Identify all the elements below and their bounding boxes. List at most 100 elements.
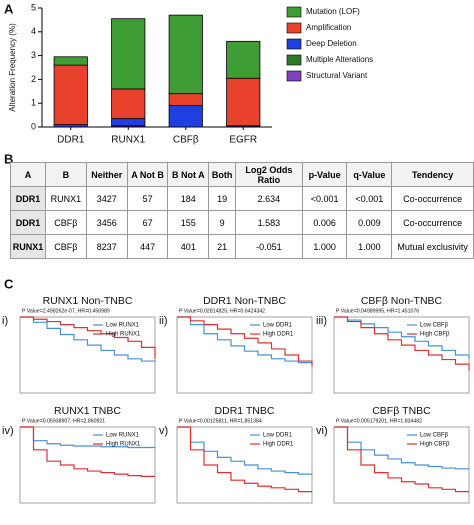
survival-curve xyxy=(334,426,469,493)
bar-segment xyxy=(226,77,261,127)
table-cell: RUNX1 xyxy=(44,186,87,211)
legend-swatch xyxy=(286,54,302,66)
legend-label: Low RUNX1 xyxy=(106,323,140,329)
legend-label: Low CBFβ xyxy=(420,433,449,439)
legend-label: Mutation (LOF) xyxy=(306,7,360,16)
table-cell: B Not A xyxy=(167,162,210,187)
plot-title: DDR1 Non-TNBC xyxy=(203,295,286,307)
plot-frame xyxy=(176,316,313,394)
table-cell: 1.000 xyxy=(301,234,348,259)
table-cell: 155 xyxy=(167,210,210,235)
y-tick-label: 5 xyxy=(31,2,36,12)
table-cell: CBFβ xyxy=(44,210,87,235)
plot-frame xyxy=(333,426,470,504)
plot-frame xyxy=(333,316,470,394)
x-tick-label: DDR1 xyxy=(57,135,85,146)
table-cell: Co-occurrence xyxy=(391,186,474,211)
table-cell: 67 xyxy=(126,210,169,235)
legend-swatch xyxy=(286,70,302,82)
table-cell: <0.001 xyxy=(301,186,348,211)
plot-subtitle: P Value=0.00125811, HR=1.851384 xyxy=(179,418,262,424)
bar-segment xyxy=(168,105,203,128)
legend-label: High RUNX1 xyxy=(106,332,141,338)
bar-segment xyxy=(53,56,88,66)
table-row: DDR1 CBFβ 3456 67 155 9 1.583 0.006 0.009 Co-occu… xyxy=(10,210,474,235)
panel-numeral: v) xyxy=(159,425,168,437)
table-cell: 1.000 xyxy=(346,234,393,259)
survival-curve xyxy=(177,316,313,367)
y-tick-label: 3 xyxy=(31,50,36,60)
table-cell: <0.001 xyxy=(346,186,393,211)
plot-title: CBFβ Non-TNBC xyxy=(361,295,443,307)
panel-numeral: i) xyxy=(2,315,8,327)
bar-segment xyxy=(168,14,203,95)
table-cell: 9 xyxy=(208,210,237,235)
legend-label: High RUNX1 xyxy=(106,442,141,448)
plot-subtitle: P Value=0.005179201, HR=1.834482 xyxy=(336,418,422,424)
survival-curve xyxy=(177,316,313,365)
survival-curve xyxy=(20,426,155,477)
x-tick-label: RUNX1 xyxy=(111,135,145,146)
table-row: DDR1 RUNX1 3427 57 184 19 2.634 <0.001 <0.001 Co-… xyxy=(10,186,474,211)
table-cell: Tendency xyxy=(391,162,474,187)
legend-label: Low CBFβ xyxy=(420,323,449,329)
survival-curve xyxy=(334,316,470,359)
table-cell: A xyxy=(10,162,46,187)
plot-title: DDR1 TNBC xyxy=(215,405,275,417)
survival-curve xyxy=(20,316,156,363)
panel-label: B xyxy=(4,151,13,166)
survival-curve xyxy=(177,426,312,493)
table-cell: 3456 xyxy=(85,210,128,235)
table-cell: 0.006 xyxy=(301,210,348,235)
y-tick-label: 0 xyxy=(31,121,36,131)
legend-label: Deep Deletion xyxy=(306,39,357,48)
table-cell: Log2 Odds Ratio xyxy=(235,162,303,187)
survival-curve xyxy=(334,316,470,371)
legend-label: Low DDR1 xyxy=(263,323,293,329)
x-tick-label: EGFR xyxy=(229,135,257,146)
y-tick-label: 4 xyxy=(31,26,36,36)
y-axis-label: Alteration Frequency (%) xyxy=(8,23,17,112)
legend-label: High DDR1 xyxy=(263,332,294,338)
survival-curve xyxy=(177,426,313,475)
survival-curve xyxy=(20,426,155,449)
panel-numeral: iv) xyxy=(2,425,14,437)
panel-numeral: vi) xyxy=(316,425,328,437)
plot-title: RUNX1 Non-TNBC xyxy=(43,295,133,307)
table-cell: RUNX1 xyxy=(10,234,46,259)
bar-segment xyxy=(226,40,261,79)
legend-label: Multiple Alterations xyxy=(306,55,373,64)
bar-segment xyxy=(111,18,146,90)
panel-numeral: ii) xyxy=(159,315,168,327)
plot-title: CBFβ TNBC xyxy=(372,405,431,417)
table-cell: 8237 xyxy=(85,234,128,259)
table-cell: 3427 xyxy=(85,186,128,211)
table-cell: q-Value xyxy=(346,162,393,187)
bar-segment xyxy=(111,88,146,120)
table-cell: 1.583 xyxy=(235,210,303,235)
plot-subtitle: P Value=0.05938907, HR=2.860921 xyxy=(22,418,105,424)
table-cell: 447 xyxy=(126,234,169,259)
table-cell: Neither xyxy=(85,162,128,187)
legend-label: High CBFβ xyxy=(420,442,450,448)
table-cell: -0.051 xyxy=(235,234,303,259)
y-tick-label: 1 xyxy=(31,98,36,108)
plot-frame xyxy=(19,426,156,504)
panel-label: A xyxy=(4,1,14,16)
legend-label: Low RUNX1 xyxy=(106,433,140,439)
table-cell: 401 xyxy=(167,234,210,259)
legend-label: High DDR1 xyxy=(263,442,294,448)
table-cell: Both xyxy=(208,162,237,187)
table-cell: DDR1 xyxy=(10,186,46,211)
plot-subtitle: P Value=2.498262e-07, HR=0.450989 xyxy=(22,308,110,314)
table-cell: Co-occurrence xyxy=(391,210,474,235)
plot-frame xyxy=(176,426,313,504)
table-cell: B xyxy=(44,162,87,187)
legend-swatch xyxy=(286,6,302,18)
survival-curve xyxy=(20,316,156,359)
survival-curve xyxy=(334,426,469,470)
legend-label: High CBFβ xyxy=(420,332,450,338)
plot-subtitle: P Value=0.02814825, HR=0.6424342 xyxy=(179,308,265,314)
